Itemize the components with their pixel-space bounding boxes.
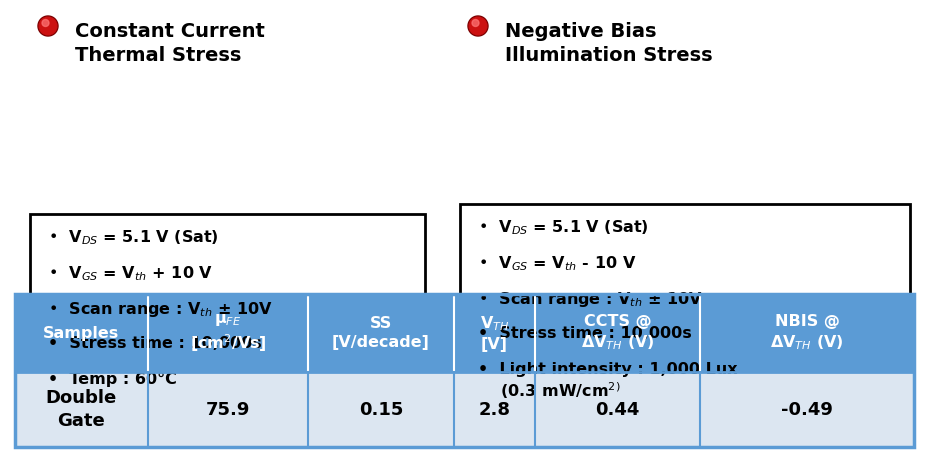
Text: -0.49: -0.49 xyxy=(780,401,832,418)
Text: 0.15: 0.15 xyxy=(358,401,403,418)
Text: •  Stress time : 10,000s: • Stress time : 10,000s xyxy=(478,326,691,341)
Circle shape xyxy=(469,17,486,35)
Text: •  Light intensity : 1,000 Lux
    (0.3 mW/cm$^{2)}$: • Light intensity : 1,000 Lux (0.3 mW/cm… xyxy=(478,362,737,401)
Text: •  V$_{GS}$ = V$_{th}$ - 10 V: • V$_{GS}$ = V$_{th}$ - 10 V xyxy=(478,254,636,272)
Circle shape xyxy=(42,20,49,27)
Text: •  V$_{DS}$ = 5.1 V (Sat): • V$_{DS}$ = 5.1 V (Sat) xyxy=(48,228,219,247)
Circle shape xyxy=(468,16,487,36)
Text: 2.8: 2.8 xyxy=(478,401,510,418)
Text: CCTS @
ΔV$_{TH}$ (V): CCTS @ ΔV$_{TH}$ (V) xyxy=(580,314,653,352)
Text: NBIS @
ΔV$_{TH}$ (V): NBIS @ ΔV$_{TH}$ (V) xyxy=(769,314,843,352)
Text: •  Temp : 60°C: • Temp : 60°C xyxy=(48,372,176,387)
Text: Negative Bias
Illumination Stress: Negative Bias Illumination Stress xyxy=(505,22,712,65)
FancyBboxPatch shape xyxy=(15,372,913,447)
Text: 0.44: 0.44 xyxy=(595,401,639,418)
Text: μ$_{FE}$
[cm$^{2}$/Vs]: μ$_{FE}$ [cm$^{2}$/Vs] xyxy=(189,311,266,355)
Text: Double
Gate: Double Gate xyxy=(45,389,117,430)
Text: •  Scan range : V$_{th}$ ± 10V: • Scan range : V$_{th}$ ± 10V xyxy=(48,300,273,319)
Circle shape xyxy=(471,20,479,27)
Text: •  Scan range : V$_{th}$ ± 10V: • Scan range : V$_{th}$ ± 10V xyxy=(478,290,702,309)
Circle shape xyxy=(38,16,58,36)
Text: V$_{TH}$
[V]: V$_{TH}$ [V] xyxy=(479,314,509,352)
Text: 75.9: 75.9 xyxy=(206,401,250,418)
Text: Constant Current
Thermal Stress: Constant Current Thermal Stress xyxy=(75,22,264,65)
Text: •  V$_{GS}$ = V$_{th}$ + 10 V: • V$_{GS}$ = V$_{th}$ + 10 V xyxy=(48,264,213,283)
FancyBboxPatch shape xyxy=(459,204,909,429)
Text: •  V$_{DS}$ = 5.1 V (Sat): • V$_{DS}$ = 5.1 V (Sat) xyxy=(478,218,648,237)
Text: Samples: Samples xyxy=(44,325,120,340)
Text: SS
[V/decade]: SS [V/decade] xyxy=(331,316,430,350)
Text: •  Stress time : 10,000s: • Stress time : 10,000s xyxy=(48,336,262,351)
FancyBboxPatch shape xyxy=(15,294,913,372)
FancyBboxPatch shape xyxy=(30,214,424,409)
Circle shape xyxy=(39,17,57,35)
